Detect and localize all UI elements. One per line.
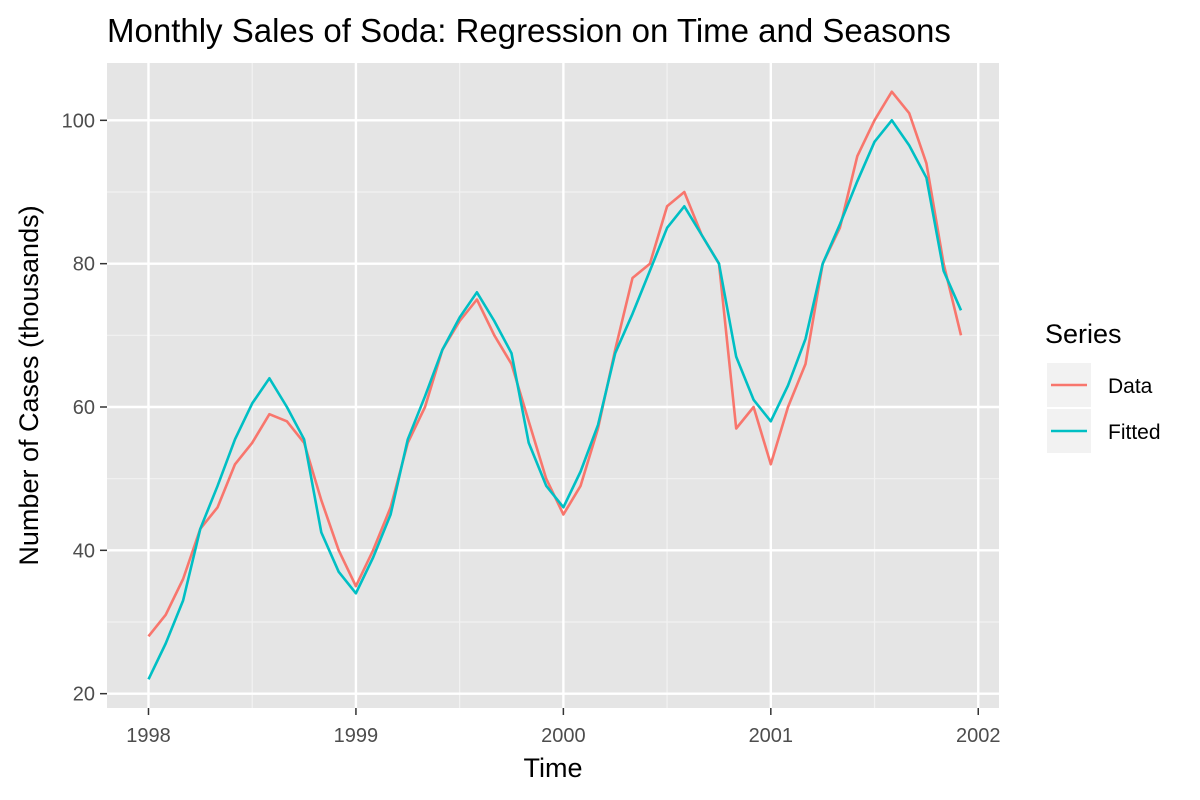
y-axis-title: Number of Cases (thousands) xyxy=(14,205,44,565)
legend-label-fitted: Fitted xyxy=(1108,421,1161,444)
y-tick-label: 80 xyxy=(73,254,95,276)
x-tick-label: 2001 xyxy=(749,725,794,747)
chart-title: Monthly Sales of Soda: Regression on Tim… xyxy=(107,12,951,49)
x-tick-label: 2000 xyxy=(541,725,586,747)
series-line-fitted xyxy=(147,119,963,680)
x-tick-label: 1999 xyxy=(334,725,379,747)
x-axis-title: Time xyxy=(524,753,583,783)
y-tick-label: 40 xyxy=(73,540,95,562)
y-tick-label: 100 xyxy=(62,110,95,132)
series-lines xyxy=(147,90,963,680)
y-tick-label: 60 xyxy=(73,397,95,419)
axis-ticks: 1998 1999 2000 2001 2002 20 40 60 80 100 xyxy=(62,110,1001,747)
legend: Series Data Fitted xyxy=(1045,319,1161,453)
x-tick-label: 1998 xyxy=(126,725,171,747)
legend-title: Series xyxy=(1045,319,1122,349)
gridlines xyxy=(107,63,999,708)
y-tick-label: 20 xyxy=(73,684,95,706)
legend-label-data: Data xyxy=(1108,375,1153,398)
plot-panel xyxy=(107,63,999,708)
x-tick-label: 2002 xyxy=(956,725,1001,747)
